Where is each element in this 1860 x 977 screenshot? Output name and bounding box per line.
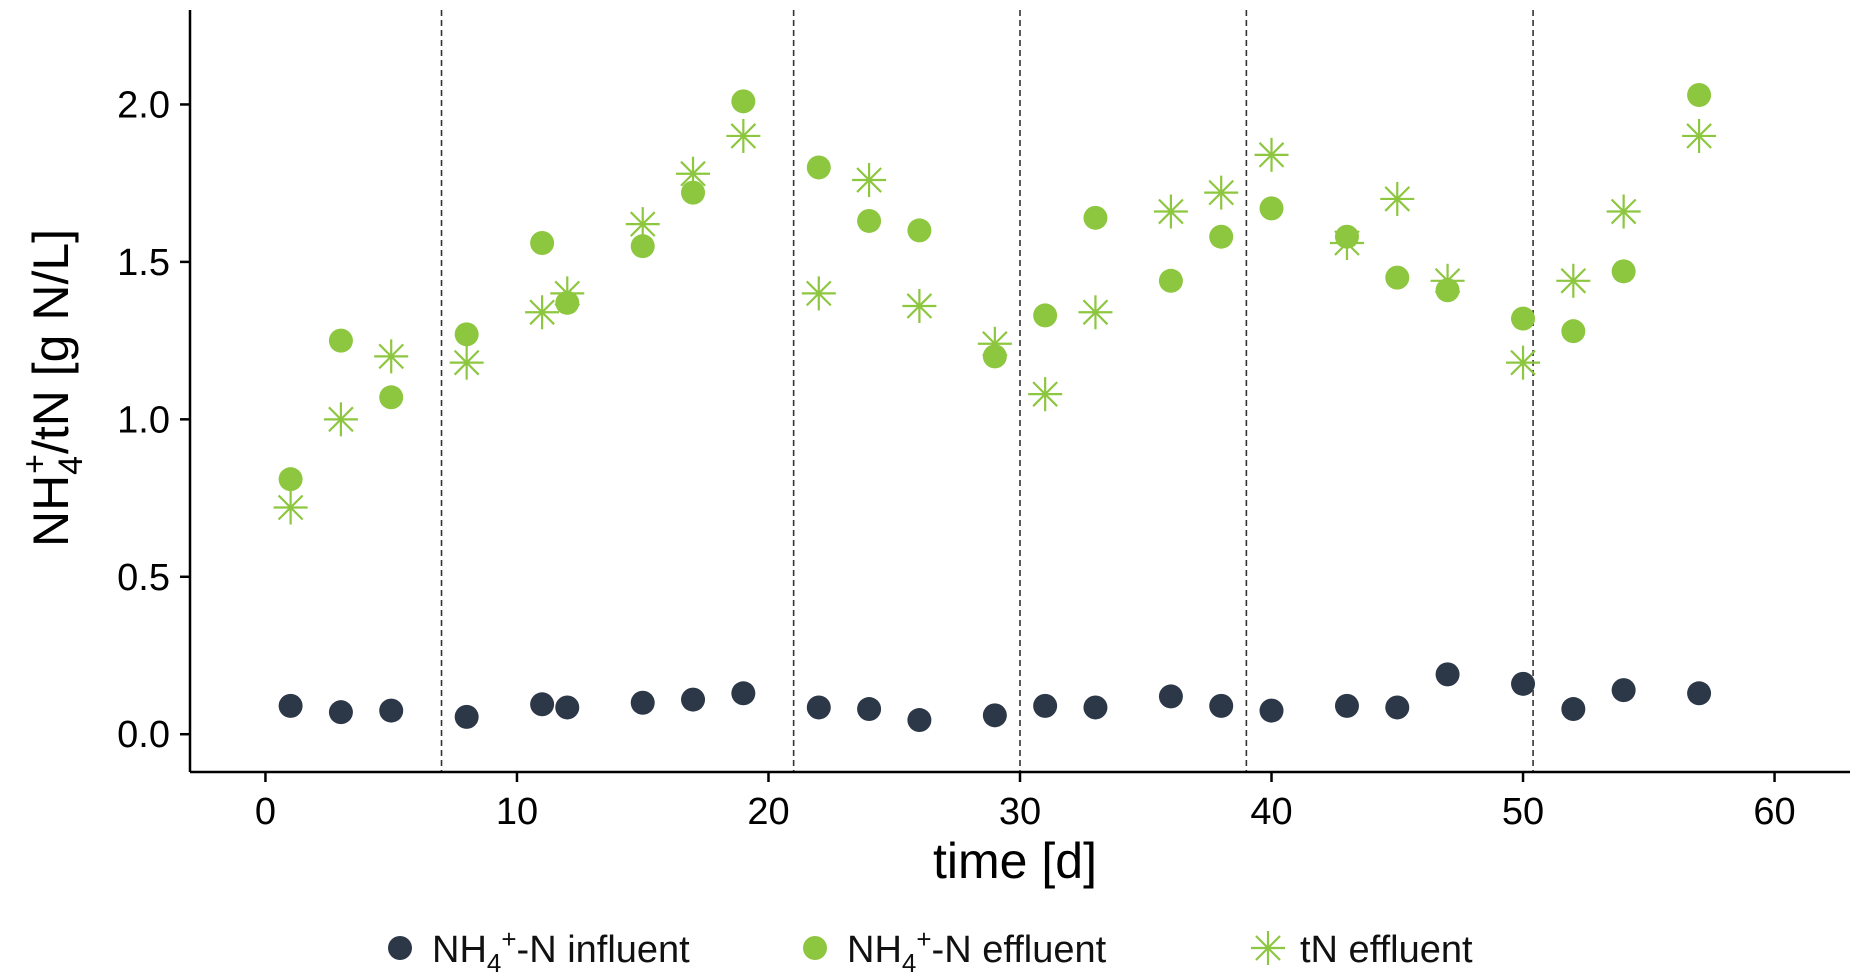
tn-effluent-point [449, 345, 484, 380]
effluent-point [857, 208, 882, 233]
axes: 0 10 20 30 40 50 60 0.0 0.5 1.0 1.5 2.0 [117, 10, 1850, 833]
effluent-point [731, 89, 756, 114]
x-tick-label: 40 [1250, 791, 1292, 833]
effluent-point [1259, 196, 1284, 221]
effluent-point [278, 467, 303, 492]
tn-effluent-point [1556, 263, 1591, 298]
influent-point [1209, 693, 1234, 718]
legend-label: tN effluent [1300, 929, 1473, 971]
x-tick-label: 30 [999, 791, 1041, 833]
effluent-point [1209, 224, 1234, 249]
y-axis-title-rest: /tN [g N/L] [23, 229, 79, 454]
influent-point [982, 703, 1007, 728]
effluent-point [1611, 259, 1636, 284]
tn-effluent-point [902, 288, 937, 323]
legend-key-influent [388, 936, 412, 960]
phase-divider-lines [440, 10, 1534, 772]
effluent-point [1158, 268, 1183, 293]
legend: NH4+-N influent NH4+-N effluent tN effluen… [388, 924, 1473, 977]
y-tick-label: 1.5 [117, 242, 170, 284]
influent-point [1687, 681, 1712, 706]
influent-point [1334, 693, 1359, 718]
influent-point [278, 693, 303, 718]
x-axis-title: time [d] [933, 833, 1097, 889]
influent-point [1083, 695, 1108, 720]
influent-point [681, 687, 706, 712]
tn-effluent-point [1682, 118, 1717, 153]
x-tick-label: 60 [1753, 791, 1795, 833]
effluent-point [1083, 205, 1108, 230]
data-points [273, 83, 1717, 733]
y-tick-label: 2.0 [117, 84, 170, 126]
tn-effluent-point [1028, 377, 1063, 412]
tn-effluent-point [801, 276, 836, 311]
tn-effluent-point [525, 295, 560, 330]
y-tick-label: 1.0 [117, 399, 170, 441]
y-tick-label: 0.5 [117, 557, 170, 599]
influent-point [731, 681, 756, 706]
tn-effluent-point [1606, 194, 1641, 229]
influent-point [328, 700, 353, 725]
x-tick-label: 50 [1502, 791, 1544, 833]
effluent-point [681, 180, 706, 205]
influent-point [630, 690, 655, 715]
y-axis-title: NH4+/tN [g N/L] [16, 229, 90, 547]
y-axis-title-sub: 4 [52, 456, 90, 475]
influent-point [806, 695, 831, 720]
influent-point [555, 695, 580, 720]
influent-point [1385, 695, 1410, 720]
tn-effluent-point [1078, 295, 1113, 330]
effluent-point [1561, 319, 1586, 344]
influent-point [1511, 671, 1536, 696]
influent-point [1158, 684, 1183, 709]
effluent-point [555, 290, 580, 315]
effluent-point [1385, 265, 1410, 290]
effluent-point [1334, 224, 1359, 249]
effluent-point [454, 322, 479, 347]
effluent-point [530, 231, 555, 256]
influent-point [454, 704, 479, 729]
tn-effluent-point [1506, 345, 1541, 380]
effluent-point [630, 234, 655, 259]
influent-point [379, 698, 404, 723]
tn-effluent-point [852, 163, 887, 198]
y-axis-title-sup: + [16, 454, 54, 474]
tn-effluent-point [1380, 181, 1415, 216]
legend-label: NH4+-N effluent [847, 924, 1107, 977]
influent-point [1561, 697, 1586, 722]
influent-point [1259, 698, 1284, 723]
y-axis-title-base: NH [23, 475, 79, 547]
x-tick-label: 0 [255, 791, 276, 833]
x-tick-label: 10 [496, 791, 538, 833]
x-tick-label: 20 [747, 791, 789, 833]
tn-effluent-point [273, 490, 308, 525]
effluent-point [806, 155, 831, 180]
influent-point [530, 692, 555, 717]
effluent-point [1033, 303, 1058, 328]
effluent-point [1435, 278, 1460, 303]
effluent-point [1511, 306, 1536, 331]
tn-effluent-point [726, 118, 761, 153]
effluent-point [379, 385, 404, 410]
effluent-point [328, 328, 353, 353]
y-tick-label: 0.0 [117, 714, 170, 756]
legend-label: NH4+-N influent [432, 924, 690, 977]
influent-point [907, 708, 932, 733]
legend-key-tn-effluent [1251, 931, 1285, 965]
effluent-point [982, 344, 1007, 369]
tn-effluent-point [1254, 137, 1289, 172]
influent-point [1435, 662, 1460, 687]
effluent-point [907, 218, 932, 243]
legend-key-effluent [803, 936, 827, 960]
tn-effluent-point [323, 402, 358, 437]
tn-effluent-point [1153, 194, 1188, 229]
influent-point [857, 697, 882, 722]
tn-effluent-point [374, 339, 409, 374]
effluent-point [1687, 83, 1712, 108]
tn-effluent-point [1204, 175, 1239, 210]
tn-effluent-point [676, 156, 711, 191]
influent-point [1033, 693, 1058, 718]
influent-point [1611, 678, 1636, 703]
